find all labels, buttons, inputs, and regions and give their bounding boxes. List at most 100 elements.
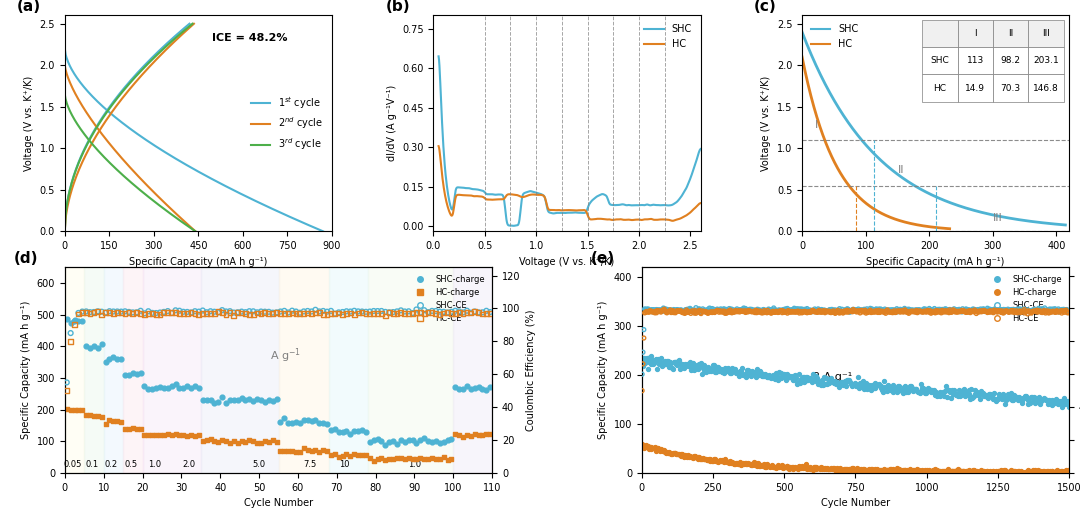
Point (380, 308, 397, 316)
Point (783, 306, 800, 314)
Point (1023, 393, 1040, 401)
Point (662, 308, 679, 317)
Point (670, 306, 687, 314)
Point (778, 462, 795, 470)
Point (842, 307, 860, 315)
Point (656, 357, 673, 365)
Point (665, 358, 683, 366)
Point (894, 466, 912, 474)
Point (748, 461, 766, 469)
Point (848, 308, 865, 316)
Point (1040, 395, 1057, 403)
Point (984, 307, 1001, 316)
Point (1010, 396, 1027, 404)
Point (970, 468, 987, 476)
Point (400, 307, 417, 316)
Point (676, 360, 693, 368)
Point (810, 464, 827, 472)
Point (646, 444, 663, 452)
Point (1001, 307, 1018, 316)
Point (1010, 305, 1027, 313)
Point (341, 309, 359, 317)
Point (100, 416, 118, 424)
Point (880, 306, 897, 314)
Point (733, 307, 751, 316)
Point (1054, 306, 1071, 315)
Point (683, 307, 700, 315)
Point (1001, 467, 1018, 475)
Point (819, 375, 836, 383)
Point (361, 454, 378, 462)
Point (1052, 307, 1069, 315)
Point (912, 389, 929, 397)
Point (963, 307, 981, 315)
Point (214, 393, 231, 401)
Point (990, 467, 1008, 475)
Point (900, 388, 917, 396)
Point (1013, 467, 1030, 475)
Point (183, 308, 200, 317)
Point (408, 305, 426, 314)
Point (396, 309, 414, 317)
Point (428, 455, 445, 463)
Point (664, 449, 681, 457)
Point (693, 306, 711, 315)
Point (954, 307, 971, 316)
Point (820, 307, 837, 315)
Point (712, 364, 729, 373)
Point (645, 305, 662, 314)
Point (1053, 467, 1070, 475)
Point (821, 379, 838, 387)
Point (962, 385, 980, 393)
Point (1000, 469, 1017, 477)
Point (714, 307, 731, 315)
Point (1009, 468, 1026, 476)
Point (334, 308, 351, 316)
Point (639, 365, 657, 373)
Point (800, 308, 818, 316)
Point (859, 307, 876, 315)
Point (905, 384, 922, 393)
Point (816, 308, 834, 317)
Point (136, 310, 153, 319)
Point (1024, 466, 1041, 474)
Point (999, 390, 1016, 398)
Point (879, 381, 896, 389)
Point (976, 307, 994, 316)
Point (877, 466, 894, 474)
Point (929, 305, 946, 314)
Point (909, 306, 927, 314)
Point (915, 468, 932, 476)
Point (311, 307, 328, 316)
Point (350, 309, 367, 317)
Point (206, 309, 224, 318)
Point (90, 308, 107, 316)
Point (959, 391, 976, 399)
Point (1052, 468, 1069, 476)
Point (1039, 307, 1056, 315)
Point (854, 466, 872, 474)
Point (650, 355, 667, 363)
Text: 0.05: 0.05 (64, 460, 82, 469)
Point (947, 306, 964, 314)
Point (1044, 307, 1062, 315)
Point (988, 308, 1005, 316)
Point (818, 464, 835, 472)
Point (915, 306, 932, 314)
Point (1018, 466, 1036, 474)
Point (678, 307, 696, 316)
Point (283, 309, 300, 317)
Point (742, 307, 759, 316)
Point (864, 467, 881, 475)
Point (275, 309, 293, 318)
Point (986, 468, 1003, 476)
Point (734, 371, 752, 379)
Point (707, 368, 725, 376)
Point (357, 451, 375, 460)
Point (895, 466, 913, 474)
Point (129, 370, 146, 378)
Point (785, 304, 802, 313)
Point (241, 307, 258, 315)
Point (680, 307, 698, 316)
Point (710, 307, 727, 315)
